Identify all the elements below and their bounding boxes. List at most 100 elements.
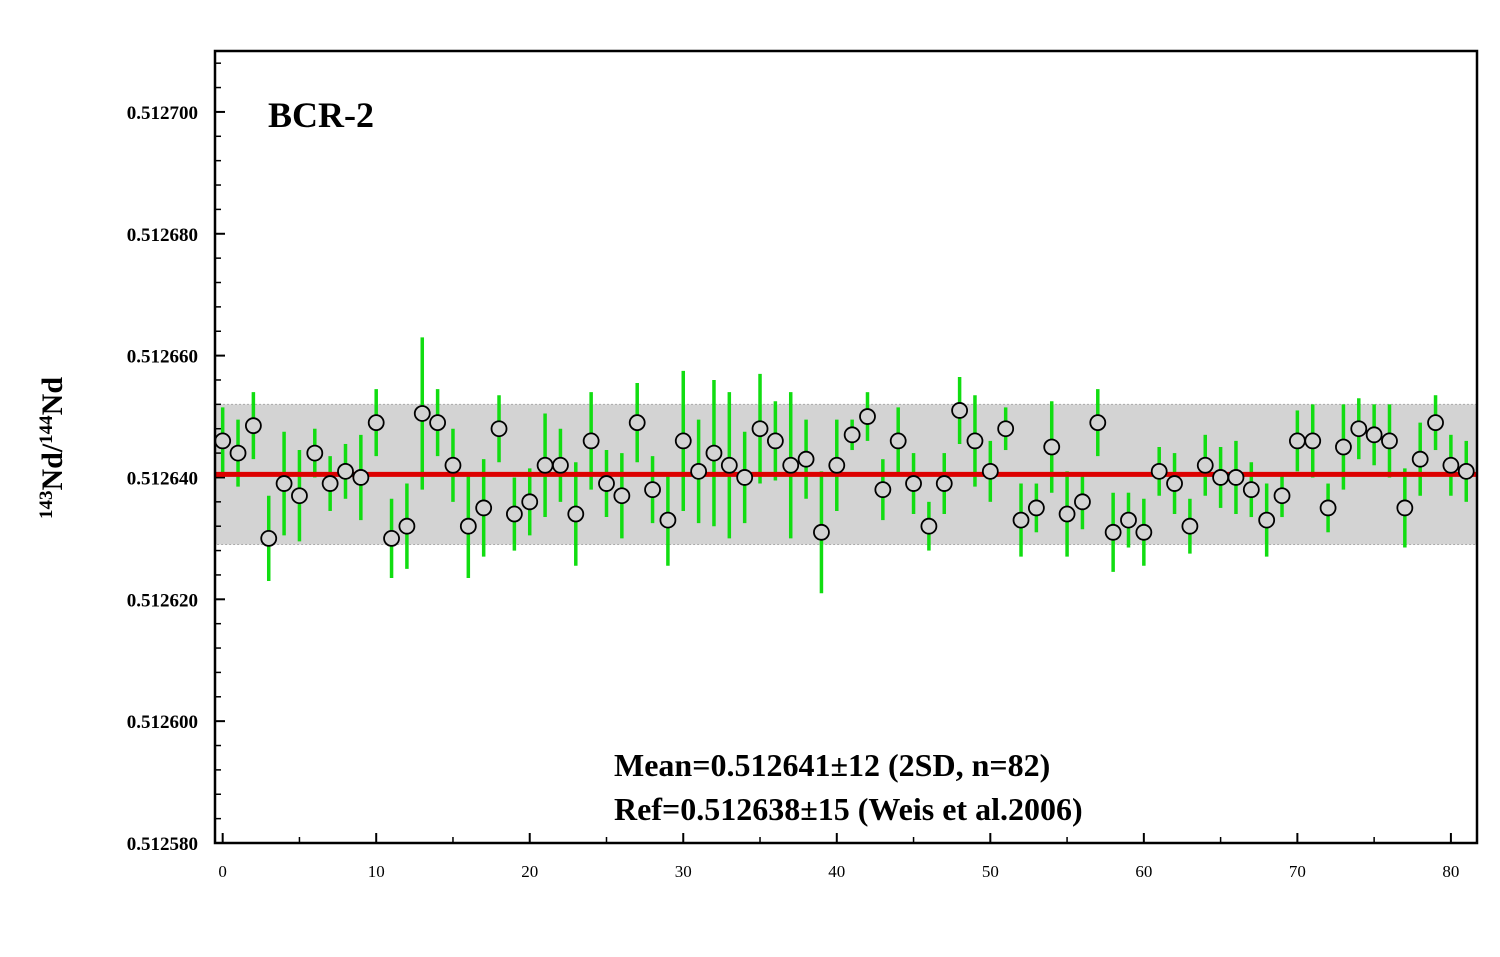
data-point — [705, 444, 723, 462]
data-point — [1104, 523, 1122, 541]
data-point — [1012, 511, 1030, 529]
data-point — [720, 456, 738, 474]
data-point — [214, 432, 232, 450]
data-point — [674, 432, 692, 450]
data-point — [1166, 475, 1183, 492]
data-point — [1396, 499, 1414, 517]
data-point — [367, 414, 385, 432]
y-axis-label-sup1: 143 — [36, 491, 57, 520]
data-point — [1242, 481, 1260, 499]
data-point — [1120, 511, 1137, 529]
data-point — [659, 511, 677, 529]
y-axis-label-main1: Nd/ — [36, 443, 69, 490]
x-tick-label: 80 — [1442, 862, 1459, 881]
data-point — [260, 529, 278, 547]
data-point — [1350, 420, 1368, 438]
data-point — [828, 456, 846, 474]
data-point — [1365, 426, 1383, 444]
data-point — [920, 517, 938, 535]
data-point — [1457, 462, 1475, 480]
data-point — [813, 523, 830, 541]
data-point — [598, 475, 615, 492]
data-point — [429, 414, 447, 432]
y-tick-label: 0.512620 — [127, 590, 198, 611]
x-tick-label: 40 — [828, 862, 845, 881]
data-point — [981, 462, 999, 480]
data-point — [736, 469, 754, 486]
data-point — [275, 475, 293, 492]
data-point — [552, 456, 569, 474]
data-point — [797, 450, 815, 468]
data-point — [444, 456, 462, 474]
data-point — [1074, 493, 1091, 511]
data-point — [505, 505, 523, 523]
data-point — [1089, 414, 1107, 432]
data-point — [889, 432, 907, 450]
data-point — [690, 462, 708, 480]
data-point — [567, 505, 585, 523]
y-axis-label-sup2: 144 — [36, 415, 57, 444]
data-point — [935, 475, 953, 492]
data-point — [1058, 505, 1076, 523]
y-tick-label: 0.512640 — [127, 468, 198, 489]
data-point — [383, 529, 400, 547]
data-point — [413, 405, 431, 422]
data-point — [490, 420, 508, 438]
data-point — [1411, 450, 1429, 468]
data-point — [951, 402, 969, 419]
y-tick-label: 0.512600 — [127, 712, 198, 733]
ref-annotation: Ref=0.512638±15 (Weis et al.2006) — [614, 791, 1083, 827]
data-point — [352, 469, 370, 486]
y-tick-label: 0.512580 — [127, 834, 198, 855]
y-tick-label: 0.512680 — [127, 225, 198, 246]
data-point — [459, 517, 477, 535]
data-point — [874, 481, 892, 499]
data-point — [521, 493, 539, 511]
data-point — [582, 432, 600, 450]
mean-annotation: Mean=0.512641±12 (2SD, n=82) — [614, 747, 1050, 783]
y-axis-label: 143Nd/144Nd — [36, 377, 69, 519]
data-point — [1442, 456, 1460, 474]
data-point — [337, 462, 354, 480]
data-point — [751, 420, 769, 438]
data-point — [244, 417, 262, 435]
data-point — [321, 475, 339, 492]
x-tick-label: 10 — [368, 862, 385, 881]
data-point — [1288, 432, 1306, 450]
data-point — [644, 481, 661, 499]
y-tick-label: 0.512660 — [127, 347, 198, 368]
y-tick-label: 0.512700 — [127, 103, 198, 124]
data-point — [1196, 456, 1214, 474]
data-point — [966, 432, 984, 450]
data-point — [1381, 432, 1398, 450]
data-point — [1027, 499, 1045, 517]
data-point — [782, 456, 800, 474]
x-tick-label: 70 — [1289, 862, 1306, 881]
x-tick-label: 60 — [1135, 862, 1152, 881]
data-point — [1319, 499, 1337, 517]
data-point — [306, 444, 324, 462]
data-point — [1304, 432, 1322, 450]
data-point — [1335, 438, 1352, 456]
plot-frame — [213, 49, 1479, 845]
data-point — [843, 426, 861, 444]
data-point — [905, 475, 922, 492]
data-point — [1273, 487, 1291, 505]
data-point — [229, 444, 247, 462]
data-point — [1258, 511, 1276, 529]
data-point — [628, 414, 646, 432]
x-tick-label: 50 — [982, 862, 999, 881]
chart-title: BCR-2 — [268, 95, 374, 135]
data-point — [1150, 462, 1168, 480]
data-point — [291, 487, 308, 505]
data-point — [1427, 414, 1444, 432]
data-point — [613, 487, 631, 505]
data-point — [1181, 517, 1199, 535]
y-tick-labels: 0.512580 0.512600 0.512620 0.512640 0.512660… — [127, 103, 198, 855]
data-point — [398, 517, 416, 535]
data-point — [475, 499, 493, 517]
x-tick-label: 0 — [218, 862, 227, 881]
data-point — [997, 420, 1015, 438]
data-point — [1135, 523, 1153, 541]
data-point — [536, 456, 554, 474]
